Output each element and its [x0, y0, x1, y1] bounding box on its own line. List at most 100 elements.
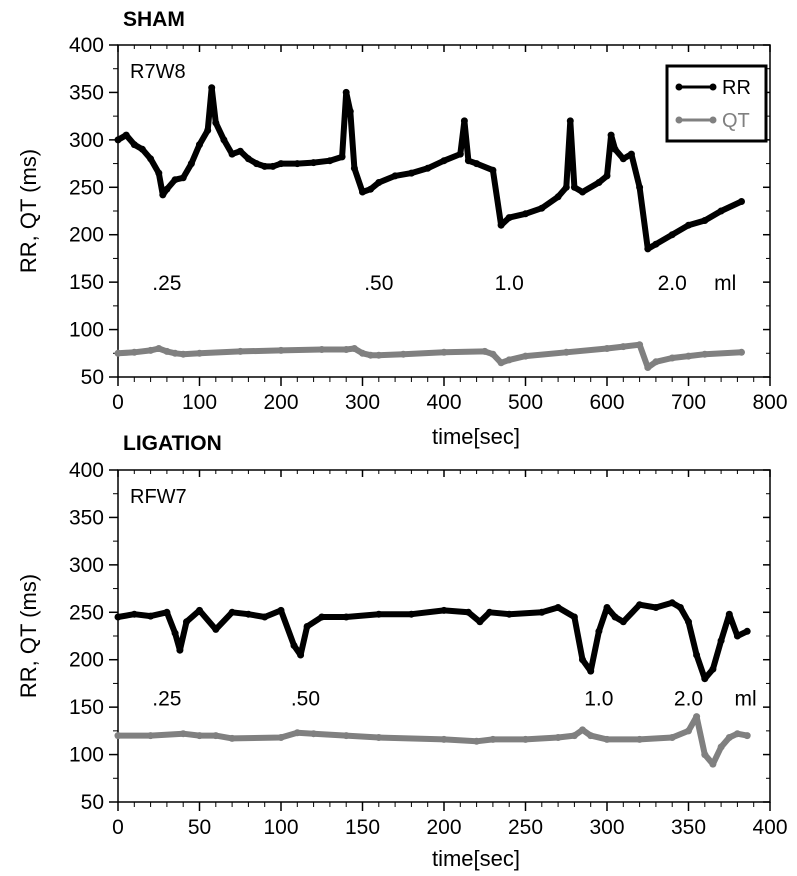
- sham-dose-annotation: .25: [152, 272, 181, 295]
- sham-qt-point: [179, 350, 187, 358]
- sham-rr-point: [407, 169, 415, 177]
- sham-rr-point: [261, 162, 269, 170]
- sham-qt-point: [481, 347, 489, 355]
- sham-x-tick-label: 600: [589, 391, 624, 414]
- ligation-y-tick-label: 50: [81, 791, 104, 814]
- ligation-x-tick-label: 100: [263, 816, 298, 839]
- sham-rr-point: [611, 145, 619, 153]
- ligation-qt-point: [489, 735, 497, 743]
- sham-rr-point: [212, 119, 220, 127]
- sham-y-tick-label: 400: [69, 34, 104, 57]
- sham-x-tick-label: 100: [182, 391, 217, 414]
- sham-rr-point: [196, 141, 203, 149]
- ligation-rr-point: [579, 656, 586, 664]
- sham-qt-point: [114, 349, 122, 357]
- sham-qt-point: [147, 346, 155, 354]
- ligation-rr-point: [464, 608, 472, 616]
- ligation-rr-point: [375, 610, 383, 618]
- sham-rr-point: [244, 155, 252, 163]
- ligation-x-tick-label: 300: [589, 816, 624, 839]
- ligation-x-tick-label: 400: [752, 816, 787, 839]
- sham-qt-point: [489, 350, 497, 358]
- ligation-plot-frame: [117, 469, 771, 803]
- ligation-rr-point: [587, 667, 595, 675]
- legend-rr-marker-a: [675, 83, 683, 91]
- sham-y-axis-label: RR, QT (ms): [16, 149, 41, 273]
- ligation-qt-point: [701, 751, 709, 759]
- sham-rr-point: [159, 191, 167, 199]
- ligation-series: [114, 599, 751, 768]
- sham-rr-point: [538, 204, 546, 212]
- ligation-y-tick-label: 100: [69, 744, 104, 767]
- sham-x-tick-label: 400: [426, 391, 461, 414]
- sham-qt-point: [155, 345, 163, 352]
- sham-rr-point: [342, 88, 350, 96]
- legend-rr-label: RR: [722, 77, 751, 99]
- sham-dose-annotation: 2.0: [658, 272, 687, 295]
- ligation-y-tick-label: 300: [69, 554, 104, 577]
- sham-qt-point: [196, 349, 203, 357]
- sham-rr-point: [619, 155, 627, 163]
- sham-rr-point: [326, 157, 334, 165]
- sham-rr-point: [562, 183, 570, 191]
- ligation-y-tick-label: 150: [69, 696, 104, 719]
- sham-rr-point: [464, 157, 472, 165]
- sham-rr-point: [138, 145, 146, 153]
- ligation-qt-point: [587, 732, 595, 740]
- sham-x-tick-label: 700: [671, 391, 706, 414]
- ligation-y-tick-label: 350: [69, 506, 104, 529]
- ligation-rr-point: [196, 606, 203, 614]
- ligation-qt-point: [709, 760, 717, 768]
- sham-rr-point: [236, 147, 244, 155]
- ligation-rr-point: [476, 618, 484, 626]
- ligation-rr-point: [407, 610, 415, 618]
- sham-rr-point: [122, 131, 130, 139]
- ligation-rr-point: [611, 613, 619, 621]
- sham-qt-point: [236, 347, 244, 355]
- sham-rr-point: [738, 198, 745, 205]
- sham-rr-point: [179, 174, 187, 182]
- ligation-rr-point: [709, 665, 717, 673]
- sham-y-tick-label: 350: [69, 81, 104, 104]
- sham-qt-point: [440, 348, 448, 356]
- sham-title: SHAM: [123, 8, 185, 31]
- sham-series: [114, 84, 745, 371]
- legend-qt-marker-b: [709, 116, 717, 124]
- sham-qt-point: [130, 348, 138, 356]
- sham-qt-point: [603, 345, 611, 352]
- sham-qt-point: [318, 346, 326, 353]
- sham-qt-point: [350, 345, 358, 352]
- ligation-qt-point: [570, 732, 578, 740]
- ligation-rr-point: [733, 632, 741, 640]
- sham-x-tick-label: 500: [508, 391, 543, 414]
- sham-rr-point: [367, 185, 375, 193]
- sham-qt-point: [399, 350, 407, 358]
- ligation-rr-point: [603, 604, 611, 611]
- ligation-x-tick-label: 50: [188, 816, 211, 839]
- ligation-rr-point: [114, 613, 122, 621]
- ligation-qt-point: [554, 734, 562, 741]
- ligation-rr-point: [244, 610, 252, 618]
- ligation-rr-point: [342, 613, 350, 621]
- sham-rr-point: [497, 221, 505, 229]
- ligation-rr-series-line: [115, 599, 751, 682]
- ligation-rr-point: [318, 613, 326, 621]
- ligation-qt-point: [147, 732, 155, 740]
- sham-annotations: .25 .50 1.0 2.0 ml: [152, 272, 736, 295]
- sham-rr-point: [627, 150, 635, 158]
- sham-rr-point: [208, 84, 216, 92]
- ligation-annotations: .25 .50 1.0 2.0 ml: [152, 688, 756, 711]
- sham-rr-point: [473, 160, 481, 168]
- ligation-rr-point: [486, 608, 494, 616]
- ligation-rr-point: [595, 627, 603, 635]
- ligation-rr-point: [652, 604, 660, 611]
- sham-dose-annotation: 1.0: [495, 272, 524, 295]
- sham-rr-point: [391, 172, 399, 180]
- ligation-qt-point: [277, 734, 285, 741]
- sham-rr-point: [668, 231, 676, 239]
- ligation-rr-point: [183, 618, 190, 626]
- ligation-qt-point: [668, 734, 676, 741]
- sham-qt-point: [522, 352, 529, 360]
- sham-qt-point: [367, 351, 375, 359]
- ligation-qt-point: [196, 732, 203, 740]
